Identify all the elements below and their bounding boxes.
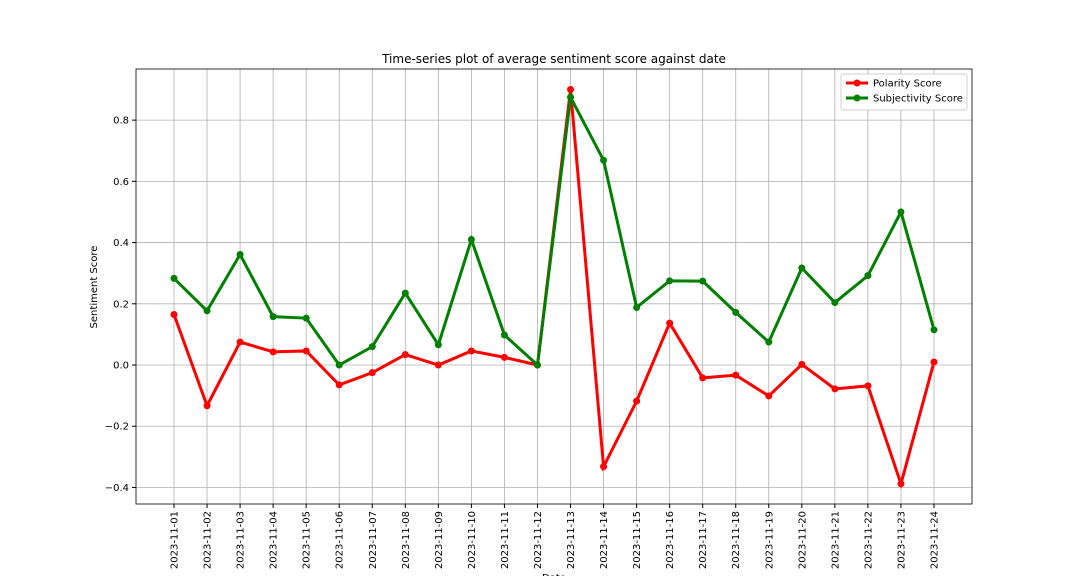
y-axis-label: Sentiment Score — [89, 246, 100, 329]
data-point — [500, 353, 508, 361]
x-tick-label: 2023-11-10 — [467, 511, 478, 569]
data-point — [467, 347, 475, 355]
data-point — [699, 277, 707, 285]
x-tick-label: 2023-11-19 — [764, 511, 775, 569]
x-tick-label: 2023-11-22 — [863, 511, 874, 569]
data-point — [335, 381, 343, 389]
x-tick-label: 2023-11-06 — [335, 511, 346, 569]
series-line — [172, 92, 936, 369]
x-tick-label: 2023-11-13 — [566, 511, 577, 569]
data-point — [170, 311, 178, 319]
x-tick-label: 2023-11-20 — [797, 511, 808, 569]
x-tick-label: 2023-11-23 — [896, 511, 907, 569]
data-point — [170, 274, 178, 282]
data-point — [236, 338, 244, 346]
x-tick-label: 2023-11-18 — [731, 511, 742, 569]
data-point — [567, 86, 575, 94]
data-point — [401, 351, 409, 359]
data-point — [897, 208, 905, 216]
data-point — [401, 289, 409, 297]
x-tick-label: 2023-11-07 — [368, 511, 379, 569]
data-point — [368, 369, 376, 377]
data-point — [368, 343, 376, 351]
chart-title: Time-series plot of average sentiment sc… — [381, 52, 726, 66]
data-point — [633, 303, 641, 311]
x-tick-label: 2023-11-11 — [500, 511, 511, 569]
data-point — [600, 156, 608, 164]
x-tick-label: 2023-11-21 — [830, 511, 841, 569]
legend-marker — [853, 79, 861, 87]
data-point — [236, 251, 244, 259]
plot-frame — [135, 68, 973, 505]
data-point — [765, 392, 773, 400]
data-point — [302, 347, 310, 355]
x-tick-label: 2023-11-03 — [236, 511, 247, 569]
x-tick-label: 2023-11-24 — [930, 511, 941, 569]
legend-label: Subjectivity Score — [873, 94, 963, 105]
data-point — [732, 371, 740, 379]
legend-label: Polarity Score — [873, 79, 942, 90]
x-axis-label: Date — [542, 573, 566, 576]
y-tick-label: 0.0 — [113, 361, 129, 372]
data-point — [500, 331, 508, 339]
data-point — [600, 463, 608, 471]
x-tick-label: 2023-11-12 — [533, 511, 544, 569]
y-tick-label: −0.4 — [105, 483, 129, 494]
data-point — [269, 313, 277, 321]
x-tick-label: 2023-11-14 — [599, 511, 610, 569]
data-point — [930, 326, 938, 334]
data-point — [864, 382, 872, 390]
data-point — [798, 360, 806, 368]
x-tick-label: 2023-11-09 — [434, 511, 445, 569]
data-point — [633, 397, 641, 405]
data-point — [533, 361, 541, 369]
data-point — [434, 361, 442, 369]
data-point — [203, 402, 211, 410]
x-tick-label: 2023-11-04 — [269, 511, 280, 569]
data-point — [434, 341, 442, 349]
data-point — [732, 308, 740, 316]
data-point — [666, 277, 674, 285]
data-point — [666, 319, 674, 327]
data-point — [269, 348, 277, 356]
y-tick-label: 0.6 — [113, 177, 129, 188]
data-point — [699, 374, 707, 382]
y-tick-label: 0.2 — [113, 299, 129, 310]
legend-marker — [853, 94, 861, 102]
data-point — [897, 480, 905, 488]
y-tick-label: −0.2 — [105, 422, 129, 433]
legend-box — [840, 73, 968, 111]
data-point — [765, 338, 773, 346]
y-tick-label: 0.4 — [113, 238, 129, 249]
x-tick-label: 2023-11-17 — [698, 511, 709, 569]
x-tick-label: 2023-11-01 — [170, 511, 181, 569]
x-tick-label: 2023-11-15 — [632, 511, 643, 569]
x-tick-label: 2023-11-02 — [203, 511, 214, 569]
x-tick-label: 2023-11-08 — [401, 511, 412, 569]
data-point — [467, 236, 475, 244]
x-tick-label: 2023-11-16 — [665, 511, 676, 569]
data-point — [203, 307, 211, 315]
data-point — [831, 299, 839, 307]
data-point — [930, 358, 938, 366]
x-tick-label: 2023-11-05 — [302, 511, 313, 569]
data-point — [831, 385, 839, 393]
data-point — [864, 272, 872, 280]
data-point — [335, 361, 343, 369]
y-tick-label: 0.8 — [113, 116, 129, 127]
data-point — [302, 314, 310, 322]
data-point — [567, 93, 575, 101]
data-point — [798, 264, 806, 272]
